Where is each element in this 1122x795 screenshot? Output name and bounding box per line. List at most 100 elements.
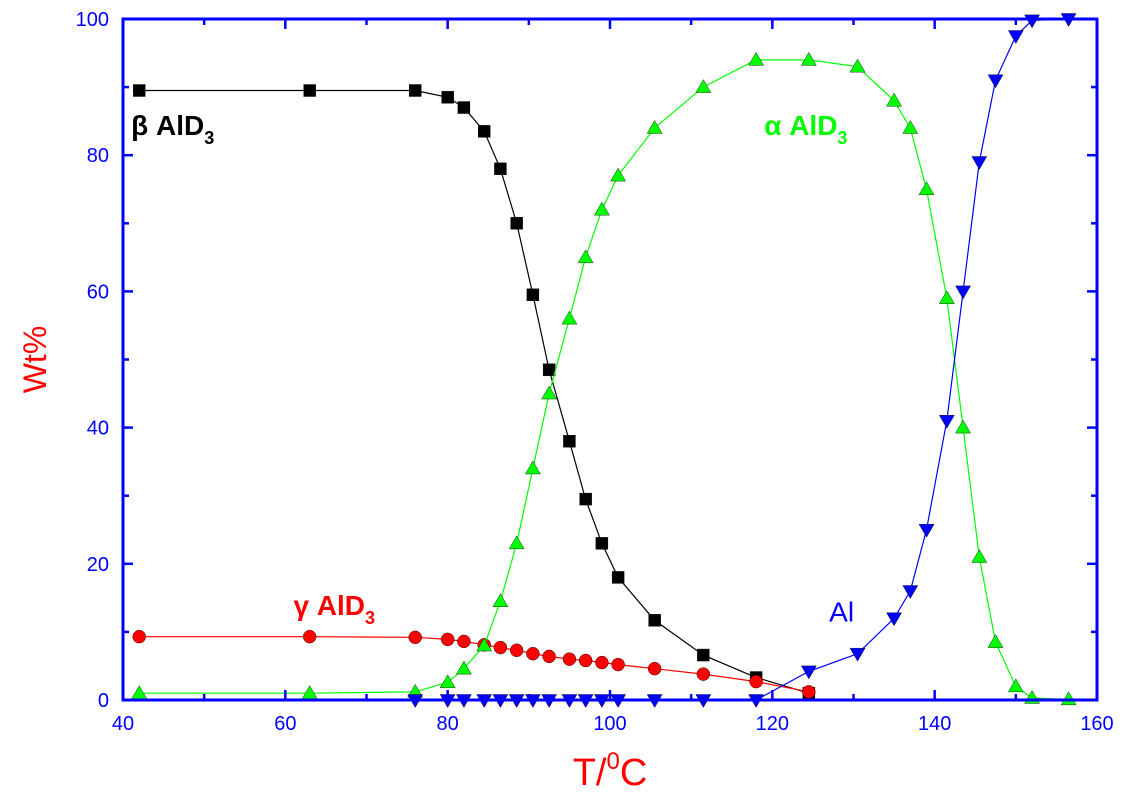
data-point-ald3 <box>579 492 592 506</box>
data-point-ald3 <box>594 201 610 216</box>
x-tick-label: 140 <box>918 713 951 735</box>
data-point-ald3 <box>302 629 317 644</box>
data-point-al <box>849 647 866 662</box>
data-point-ald3 <box>610 167 626 182</box>
data-point-ald3 <box>542 363 556 376</box>
labels-layer: 40 60 80 100 120 140 160 0 20 40 60 80 100 T/0C Wt% β A… <box>17 9 1114 794</box>
data-point-ald3 <box>938 290 955 304</box>
data-point-ald3 <box>595 655 609 670</box>
data-point-ald3 <box>918 181 935 195</box>
data-point-ald3 <box>542 649 556 664</box>
data-point-ald3 <box>476 637 493 652</box>
series-al <box>407 13 1077 708</box>
data-point-ald3 <box>457 634 471 649</box>
series-line-ald3 <box>139 59 1069 700</box>
data-point-ald3 <box>578 653 593 668</box>
data-point-al <box>801 665 817 680</box>
data-point-ald3 <box>697 648 710 662</box>
data-point-ald3 <box>131 685 148 699</box>
data-point-al <box>886 612 902 627</box>
data-point-ald3 <box>695 79 712 93</box>
data-point-ald3 <box>525 460 541 475</box>
data-point-ald3 <box>611 571 625 584</box>
x-tick-label: 160 <box>1080 713 1113 735</box>
x-tick-label: 60 <box>274 713 296 735</box>
y-tick-label: 20 <box>87 554 109 576</box>
data-point-ald3 <box>456 660 472 675</box>
data-point-ald3 <box>526 288 540 302</box>
data-point-ald3 <box>987 634 1004 648</box>
series-line-al <box>415 18 1069 701</box>
data-point-ald3 <box>748 51 764 66</box>
data-point-ald3 <box>493 640 508 655</box>
data-point-ald3 <box>646 120 663 134</box>
series-label-ald3: γ AlD3 <box>293 590 375 628</box>
data-point-ald3 <box>1024 690 1040 704</box>
data-point-ald3 <box>562 652 577 666</box>
y-tick-label: 80 <box>87 145 109 167</box>
series-label-ald3: β AlD3 <box>131 110 214 148</box>
data-point-ald3 <box>409 84 422 97</box>
data-point-ald3 <box>696 667 711 681</box>
data-point-al <box>971 156 988 170</box>
series-ald3 <box>132 629 816 699</box>
data-point-ald3 <box>955 419 971 434</box>
data-point-ald3 <box>648 614 661 627</box>
data-point-ald3 <box>541 385 557 400</box>
series-layer <box>131 13 1077 708</box>
y-tick-label: 100 <box>76 9 109 31</box>
series-ald3 <box>131 51 1077 706</box>
data-point-al <box>955 285 971 300</box>
data-point-ald3 <box>849 58 866 73</box>
data-point-ald3 <box>526 646 540 661</box>
data-point-ald3 <box>647 661 662 676</box>
y-tick-label: 60 <box>87 281 109 303</box>
data-point-ald3 <box>439 674 456 688</box>
series-line-ald3 <box>139 636 810 693</box>
data-point-al <box>902 585 919 599</box>
x-tick-label: 100 <box>593 713 626 735</box>
data-point-ald3 <box>494 162 507 176</box>
data-point-ald3 <box>510 217 523 230</box>
data-point-ald3 <box>577 249 594 264</box>
data-point-ald3 <box>303 84 316 97</box>
data-point-ald3 <box>1007 678 1024 693</box>
series-line-ald3 <box>139 89 810 694</box>
data-point-ald3 <box>802 685 816 699</box>
data-point-ald3 <box>301 685 318 699</box>
data-point-ald3 <box>563 435 576 448</box>
data-point-al <box>1007 30 1024 44</box>
data-point-al <box>938 415 955 429</box>
x-tick-label: 40 <box>112 713 134 735</box>
series-label-ald3: α AlD3 <box>764 110 847 148</box>
x-axis-title: T/0C <box>573 748 648 794</box>
axes-layer <box>121 17 1099 702</box>
data-point-ald3 <box>440 632 455 647</box>
data-point-ald3 <box>749 674 763 689</box>
series-label-al: Al <box>829 597 854 628</box>
data-point-ald3 <box>595 537 609 550</box>
y-tick-label: 0 <box>98 690 109 712</box>
data-point-ald3 <box>509 643 524 657</box>
data-point-ald3 <box>508 535 525 550</box>
y-tick-label: 40 <box>87 418 109 440</box>
data-point-ald3 <box>801 51 817 66</box>
data-point-ald3 <box>611 657 625 672</box>
x-tick-label: 120 <box>756 713 789 735</box>
data-point-ald3 <box>561 310 578 325</box>
y-axis-title: Wt% <box>17 326 53 394</box>
data-point-al <box>987 74 1004 89</box>
data-point-ald3 <box>492 593 509 607</box>
data-point-ald3 <box>408 630 422 645</box>
data-point-ald3 <box>1060 691 1077 706</box>
data-point-ald3 <box>902 120 919 134</box>
data-point-ald3 <box>886 92 902 107</box>
data-point-al <box>918 524 935 538</box>
x-tick-label: 80 <box>437 713 459 735</box>
data-point-ald3 <box>441 91 454 104</box>
series-ald3 <box>133 84 816 700</box>
data-point-ald3 <box>132 629 146 644</box>
data-point-ald3 <box>971 549 988 563</box>
plot-frame <box>121 17 1099 702</box>
